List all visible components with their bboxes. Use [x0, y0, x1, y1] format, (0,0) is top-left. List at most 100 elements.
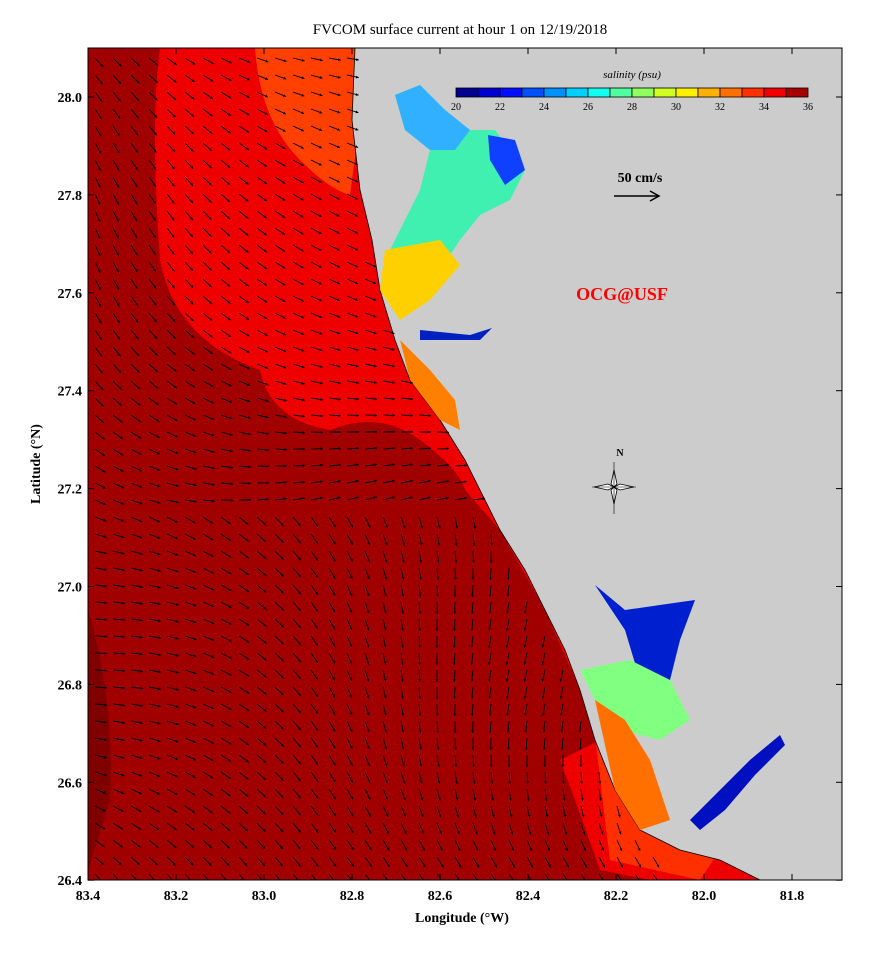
y-tick-label: 27.2: [58, 483, 83, 498]
colorbar-swatch: [455, 87, 479, 98]
colorbar-swatch: [697, 87, 721, 98]
current-arrow: [220, 873, 227, 880]
charlotte-harbor: [580, 660, 690, 740]
current-arrow: [400, 873, 406, 880]
current-arrow: [256, 873, 263, 880]
colorbar-swatch: [763, 87, 787, 98]
x-axis-label: Longitude (°W): [415, 911, 509, 926]
sarasota-bay: [400, 340, 460, 430]
x-tick-label: 82.0: [692, 889, 717, 904]
caloosahatchee-river: [690, 735, 785, 830]
manatee-river: [420, 328, 492, 340]
darkest-west-water: [88, 610, 111, 870]
y-axis-label: Latitude (°N): [29, 424, 44, 504]
compass-rose-icon: N: [592, 448, 636, 514]
colorbar-label: salinity (psu): [603, 69, 661, 81]
watermark-ocg-usf: OCG@USF: [576, 284, 668, 304]
y-tick-label: 27.0: [58, 581, 83, 596]
compass-north-label: N: [616, 448, 624, 459]
x-tick-label: 82.4: [516, 889, 541, 904]
y-tick-label: 28.0: [58, 91, 83, 106]
colorbar-swatch: [631, 87, 655, 98]
colorbar-tick-label: 30: [671, 102, 681, 113]
charlotte-harbor-mouth: [595, 700, 670, 830]
colorbar-tick-label: 24: [539, 102, 549, 113]
x-tick-label: 83.0: [252, 889, 277, 904]
current-arrow: [598, 873, 604, 880]
current-arrow: [472, 873, 478, 880]
nearshore-water: [255, 48, 360, 195]
current-arrow: [166, 873, 173, 880]
south-nearshore-water: [590, 690, 720, 880]
current-arrow: [364, 873, 371, 880]
colorbar-swatch: [653, 87, 677, 98]
current-arrow: [652, 873, 658, 880]
y-tick-label: 26.6: [58, 776, 83, 791]
current-arrow: [544, 873, 550, 880]
land: [351, 48, 842, 880]
current-arrow: [382, 873, 388, 880]
y-tick-label: 26.8: [58, 678, 83, 693]
colorbar-swatch: [499, 87, 523, 98]
figure-title: FVCOM surface current at hour 1 on 12/19…: [313, 22, 608, 38]
current-arrow: [490, 873, 496, 880]
colorbar-swatch: [477, 87, 501, 98]
current-arrow: [454, 873, 460, 880]
current-arrow: [508, 873, 514, 880]
y-tick-label: 27.6: [58, 287, 83, 302]
axis-ticks: 83.4 83.2 83.0 82.8 82.6 82.4 82.2 82.0 81.8 28.0…: [58, 48, 842, 904]
current-arrow: [562, 873, 568, 880]
current-arrow: [148, 873, 155, 880]
x-tick-label: 83.4: [76, 889, 101, 904]
scale-arrow-label: 50 cm/s: [618, 171, 663, 186]
colorbar-swatch: [719, 87, 743, 98]
y-tick-label: 27.4: [58, 385, 83, 400]
current-arrow: [580, 873, 586, 880]
current-arrow: [130, 873, 137, 880]
colorbar-tick-label: 26: [583, 102, 593, 113]
colorbar-swatch: [785, 87, 809, 98]
colorbar-tick-label: 32: [715, 102, 725, 113]
colorbar-tick-label: 22: [495, 102, 505, 113]
current-arrow: [616, 873, 622, 880]
hillsborough-bay: [488, 135, 525, 185]
y-tick-label: 27.8: [58, 189, 83, 204]
current-arrow: [328, 873, 335, 880]
colorbar-swatch: [587, 87, 611, 98]
colorbar-swatch: [675, 87, 699, 98]
current-arrow: [274, 873, 281, 880]
y-tick-label: 26.4: [58, 874, 83, 889]
colorbar-tick-label: 34: [759, 102, 769, 113]
colorbar-swatch: [741, 87, 765, 98]
colorbar-swatch: [565, 87, 589, 98]
current-arrow: [634, 873, 640, 880]
current-arrow: [238, 873, 245, 880]
colorbar-swatch: [543, 87, 567, 98]
current-arrow: [202, 873, 209, 880]
charlotte-harbor-upper: [595, 585, 695, 680]
colorbar-tick-label: 28: [627, 102, 637, 113]
x-tick-label: 82.6: [428, 889, 453, 904]
colorbar-swatch: [609, 87, 633, 98]
current-arrow: [184, 873, 191, 880]
current-arrow: [346, 873, 353, 880]
x-tick-label: 82.8: [340, 889, 365, 904]
colorbar-swatch: [521, 87, 545, 98]
current-arrow: [112, 873, 120, 880]
colorbar: salinity (psu) 20 22 24 26 28 30 32 34 36: [451, 69, 813, 113]
current-arrow: [94, 873, 102, 880]
colorbar-tick-label: 20: [451, 102, 461, 113]
current-arrow: [292, 873, 299, 880]
x-tick-label: 83.2: [164, 889, 189, 904]
x-tick-label: 82.2: [604, 889, 629, 904]
current-arrow: [310, 873, 317, 880]
current-vector-field: [94, 57, 660, 880]
tampa-bay-mouth: [380, 240, 460, 320]
scale-arrow: 50 cm/s: [614, 171, 663, 202]
x-tick-label: 81.8: [780, 889, 805, 904]
plot-frame: [87, 47, 843, 881]
tampa-bay-upper: [395, 85, 470, 150]
current-arrow: [418, 873, 424, 880]
